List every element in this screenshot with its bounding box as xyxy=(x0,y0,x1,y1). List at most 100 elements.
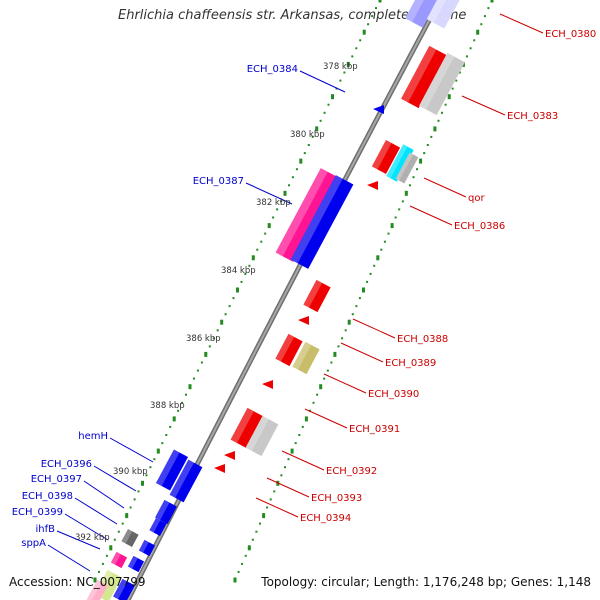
gene-feature-qor-a xyxy=(371,140,401,174)
gc-tick xyxy=(255,530,258,533)
gc-tick xyxy=(369,272,372,275)
gc-tick xyxy=(476,29,480,35)
gc-tick xyxy=(284,466,286,469)
gc-tick xyxy=(294,442,297,445)
gc-tick xyxy=(367,23,370,26)
gc-tick xyxy=(248,264,251,267)
gene-label-ech_0391: ECH_0391 xyxy=(349,424,400,435)
gc-tick xyxy=(487,7,490,10)
gc-tick xyxy=(404,190,408,196)
gc-tick xyxy=(347,319,351,325)
gc-tick xyxy=(129,506,132,509)
gc-tick xyxy=(455,79,458,82)
gc-tick xyxy=(380,248,383,251)
gene-feature-top-blue-shade xyxy=(405,0,424,22)
gene-feature-ech0387-pink xyxy=(275,168,339,262)
gc-tick xyxy=(165,434,168,436)
gene-feature-ihfb-shade xyxy=(110,551,121,565)
gc-tick xyxy=(288,184,290,187)
gc-tick xyxy=(408,184,411,187)
gc-tick xyxy=(244,554,247,557)
gc-tick xyxy=(371,15,374,18)
gene-label-ech_0384: ECH_0384 xyxy=(247,64,298,75)
gc-tick xyxy=(330,361,333,364)
leader-hemh xyxy=(109,437,154,463)
length-value: 1,176,248 bp; xyxy=(422,575,508,589)
gc-tick xyxy=(204,351,208,357)
kbp-label-384: 384 kbp xyxy=(221,266,256,276)
gc-tick xyxy=(233,577,237,583)
gc-tick xyxy=(444,103,447,106)
gene-label-ech_0392: ECH_0392 xyxy=(326,466,377,477)
leader-qor xyxy=(423,177,467,198)
gene-label-ech_0383: ECH_0383 xyxy=(507,111,558,122)
leader-ech_0380 xyxy=(499,13,544,34)
gc-tick xyxy=(232,297,235,300)
gene-feature-ech0391-shade xyxy=(230,407,254,443)
gc-tick xyxy=(133,498,136,501)
gc-tick xyxy=(362,29,366,35)
kbp-label-380: 380 kbp xyxy=(290,130,325,140)
gc-tick xyxy=(323,377,326,380)
length-label: Length: xyxy=(373,575,420,589)
gc-tick xyxy=(483,15,486,18)
gc-tick xyxy=(224,313,227,316)
gc-tick xyxy=(280,200,282,203)
gc-tick xyxy=(200,361,203,364)
gene-feature-hemh-shade xyxy=(156,449,180,486)
gc-tick xyxy=(358,297,361,300)
gc-tick xyxy=(343,71,346,74)
gc-tick xyxy=(247,545,251,551)
leader-ech_0383 xyxy=(461,95,506,116)
gene-label-ech_0397: ECH_0397 xyxy=(31,474,82,485)
gc-tick xyxy=(276,208,279,211)
gene-label-sppa: sppA xyxy=(21,538,46,549)
label-layer: 378 kbp 380 kbp 382 kbp 384 kbp 386 kbp 388 k… xyxy=(12,29,597,549)
gene-feature-qor-b xyxy=(386,144,414,182)
gene-feature-ech0383-b xyxy=(419,52,465,116)
leader-ech_0399 xyxy=(64,513,109,541)
gene-label-ech_0388: ECH_0388 xyxy=(397,334,448,345)
gc-tick xyxy=(299,158,303,164)
gene-feature-ech0392 xyxy=(245,415,279,457)
gc-tick xyxy=(121,522,124,525)
gc-tick xyxy=(359,39,362,42)
gc-tick xyxy=(387,232,390,235)
gc-tick xyxy=(433,126,437,132)
gc-tick xyxy=(307,144,310,146)
kbp-label-378: 378 kbp xyxy=(323,62,358,72)
gc-tick xyxy=(303,152,306,155)
gc-tick xyxy=(383,240,386,243)
gc-tick xyxy=(181,401,184,404)
gene-feature-ech0389-b xyxy=(292,341,320,375)
gc-tick xyxy=(419,158,423,164)
gc-tick xyxy=(376,255,380,261)
gene-feature-ech0394 xyxy=(214,464,225,473)
gc-tick xyxy=(301,425,304,428)
kbp-label-382: 382 kbp xyxy=(256,198,291,208)
leader-ech_0396 xyxy=(93,465,137,492)
kbp-label-392: 392 kbp xyxy=(75,533,110,543)
gene-label-ech_0386: ECH_0386 xyxy=(454,221,505,232)
gc-tick xyxy=(480,23,483,26)
gc-tick xyxy=(291,176,294,179)
gc-tick xyxy=(312,401,315,404)
gc-tick xyxy=(304,416,308,422)
gc-tick xyxy=(401,200,404,203)
gc-tick xyxy=(341,337,344,340)
gc-tick xyxy=(351,313,354,316)
gene-feature-top-pale xyxy=(426,0,460,29)
gc-tick xyxy=(244,272,247,275)
label-leader-lines xyxy=(47,13,544,572)
gc-tick xyxy=(283,190,287,196)
gc-tick xyxy=(236,287,239,293)
gene-feature-ech0391 xyxy=(230,407,264,449)
gc-tick xyxy=(193,377,195,380)
gene-feature-ech0388 xyxy=(303,279,331,313)
gene-feature-ech0398-shade xyxy=(149,518,161,533)
kbp-label-388: 388 kbp xyxy=(150,401,185,411)
kbp-label-386: 386 kbp xyxy=(186,334,221,344)
kbp-label-390: 390 kbp xyxy=(113,467,148,477)
